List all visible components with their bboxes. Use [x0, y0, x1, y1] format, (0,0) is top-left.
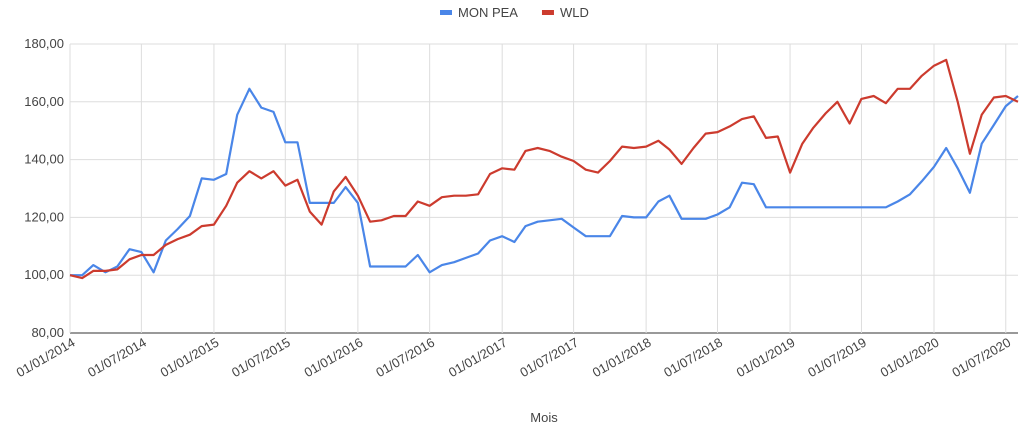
x-tick-label: 01/07/2017	[517, 335, 581, 381]
legend-swatch	[541, 10, 554, 15]
y-tick-label: 80,00	[31, 325, 64, 340]
x-tick-label: 01/01/2015	[158, 335, 222, 381]
x-axis-label: Mois	[530, 410, 558, 425]
x-tick-label: 01/01/2016	[302, 335, 366, 381]
x-tick-label: 01/07/2020	[949, 335, 1013, 381]
x-tick-label: 01/07/2018	[661, 335, 725, 381]
x-tick-label: 01/01/2017	[446, 335, 510, 381]
x-tick-label: 01/01/2019	[734, 335, 798, 381]
y-tick-label: 180,00	[24, 36, 64, 51]
x-tick-label: 01/01/2014	[14, 335, 78, 381]
y-tick-label: 100,00	[24, 267, 64, 282]
y-tick-label: 140,00	[24, 152, 64, 167]
x-tick-label: 01/07/2014	[85, 335, 149, 381]
legend-swatch	[440, 10, 452, 15]
y-tick-label: 120,00	[24, 209, 64, 224]
x-tick-label: 01/01/2020	[878, 335, 942, 381]
x-tick-label: 01/07/2015	[229, 335, 293, 381]
legend-label: MON PEA	[458, 5, 518, 20]
y-tick-label: 160,00	[24, 94, 64, 109]
legend-label: WLD	[560, 5, 589, 20]
line-series	[70, 87, 1019, 277]
x-tick-label: 01/07/2019	[805, 335, 869, 381]
x-tick-label: 01/07/2016	[373, 335, 437, 381]
line-series	[69, 58, 1019, 280]
x-tick-label: 01/01/2018	[590, 335, 654, 381]
